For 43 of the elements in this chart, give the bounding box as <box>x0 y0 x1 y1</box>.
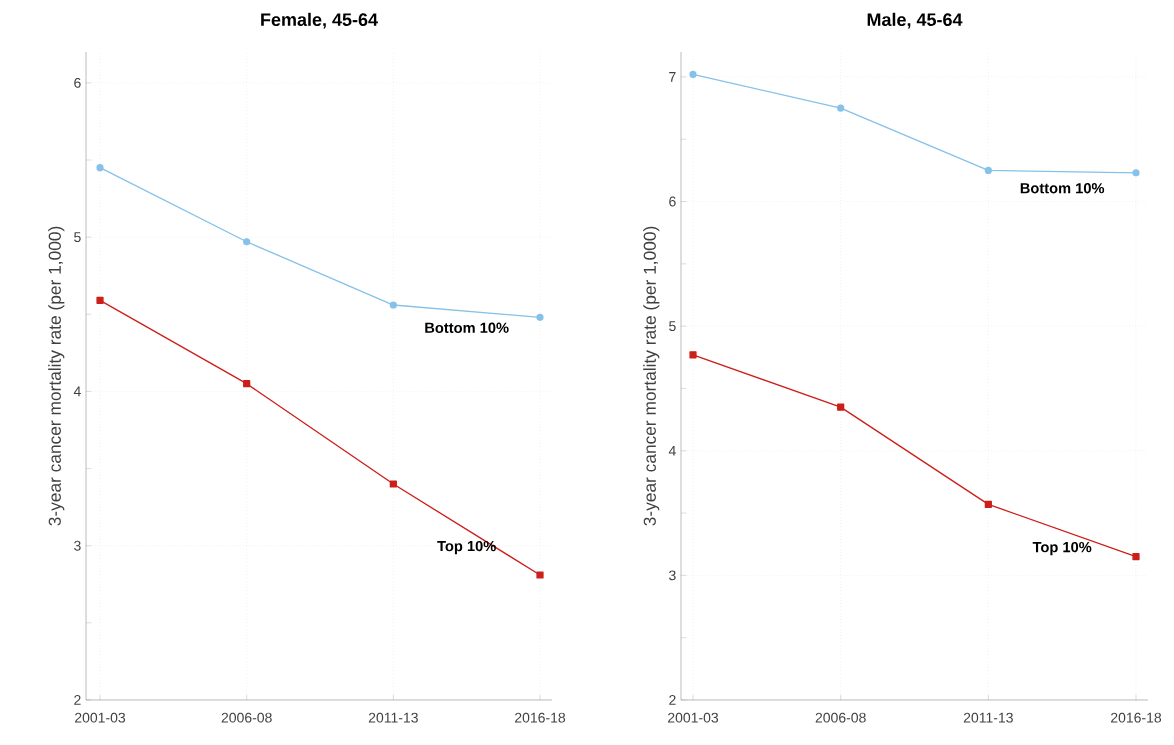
x-tick-label: 2011-13 <box>368 712 418 723</box>
point <box>389 301 397 309</box>
point <box>984 500 992 508</box>
point <box>243 380 251 388</box>
point <box>389 480 397 488</box>
y-tick-label: 5 <box>74 232 81 243</box>
y-tick-label: 3 <box>669 570 676 581</box>
y-tick-label: 4 <box>73 386 81 397</box>
y-axis-title: 3-year cancer mortality rate (per 1,000) <box>643 226 660 526</box>
series-label: Top 10% <box>437 540 496 555</box>
x-tick-label: 2016-18 <box>515 712 566 723</box>
point <box>837 403 845 411</box>
point <box>984 166 992 174</box>
y-tick-label: 4 <box>668 445 676 456</box>
y-tick-label: 6 <box>669 196 676 207</box>
series-label: Bottom 10% <box>425 322 509 333</box>
point <box>96 164 104 172</box>
point <box>536 313 544 321</box>
y-tick-label: 2 <box>669 695 676 705</box>
x-tick-label: 2006-08 <box>815 712 866 723</box>
chart-title: Male, 45-64 <box>867 12 963 29</box>
x-tick-label: 2001-03 <box>668 712 719 723</box>
series-label: Bottom 10% <box>1020 183 1105 194</box>
point <box>536 571 544 579</box>
point <box>96 296 104 304</box>
x-tick-label: 2001-03 <box>75 712 126 723</box>
x-tick-label: 2006-08 <box>221 712 272 723</box>
point <box>1132 553 1140 561</box>
x-tick-label: 2016-18 <box>1111 712 1162 723</box>
point <box>1132 169 1140 177</box>
x-tick-label: 2011-13 <box>963 712 1013 723</box>
point <box>689 351 697 359</box>
y-tick-label: 6 <box>74 77 81 88</box>
y-axis-title: 3-year cancer mortality rate (per 1,000) <box>48 226 65 526</box>
chart-title: Female, 45-64 <box>261 12 378 29</box>
y-tick-label: 3 <box>74 540 81 551</box>
point <box>243 238 251 246</box>
y-tick-label: 5 <box>669 321 676 332</box>
y-tick-label: 7 <box>669 72 676 82</box>
point <box>689 70 697 79</box>
point <box>837 104 845 112</box>
y-tick-label: 2 <box>74 695 81 705</box>
series-label: Top 10% <box>1032 541 1092 556</box>
